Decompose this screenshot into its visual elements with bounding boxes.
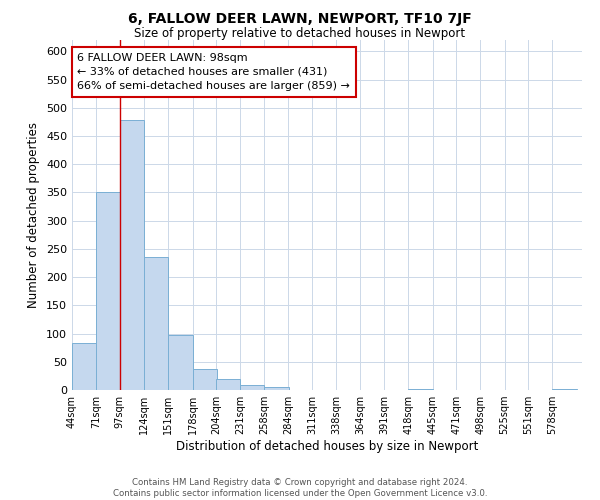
- Bar: [96, 192, 121, 390]
- Bar: [144, 258, 168, 390]
- Bar: [265, 387, 289, 390]
- Bar: [72, 342, 96, 390]
- Y-axis label: Number of detached properties: Number of detached properties: [28, 122, 40, 308]
- Bar: [168, 335, 193, 390]
- Bar: [240, 386, 265, 390]
- Text: Size of property relative to detached houses in Newport: Size of property relative to detached ho…: [134, 28, 466, 40]
- Bar: [409, 389, 433, 390]
- Text: 6 FALLOW DEER LAWN: 98sqm
← 33% of detached houses are smaller (431)
66% of semi: 6 FALLOW DEER LAWN: 98sqm ← 33% of detac…: [77, 53, 350, 91]
- Bar: [216, 380, 240, 390]
- Text: Contains HM Land Registry data © Crown copyright and database right 2024.
Contai: Contains HM Land Registry data © Crown c…: [113, 478, 487, 498]
- X-axis label: Distribution of detached houses by size in Newport: Distribution of detached houses by size …: [176, 440, 478, 453]
- Bar: [553, 389, 577, 390]
- Text: 6, FALLOW DEER LAWN, NEWPORT, TF10 7JF: 6, FALLOW DEER LAWN, NEWPORT, TF10 7JF: [128, 12, 472, 26]
- Bar: [193, 369, 217, 390]
- Bar: [119, 120, 144, 390]
